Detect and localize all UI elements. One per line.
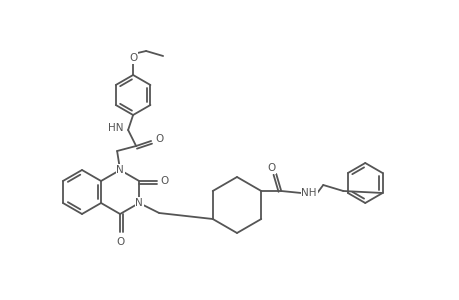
- Text: NH: NH: [301, 188, 316, 198]
- Text: N: N: [116, 165, 124, 175]
- Text: HN: HN: [108, 123, 123, 133]
- Text: N: N: [135, 198, 143, 208]
- Text: O: O: [116, 237, 124, 247]
- Text: O: O: [267, 163, 275, 173]
- Text: O: O: [155, 134, 163, 144]
- Text: O: O: [129, 53, 137, 63]
- Text: O: O: [160, 176, 168, 186]
